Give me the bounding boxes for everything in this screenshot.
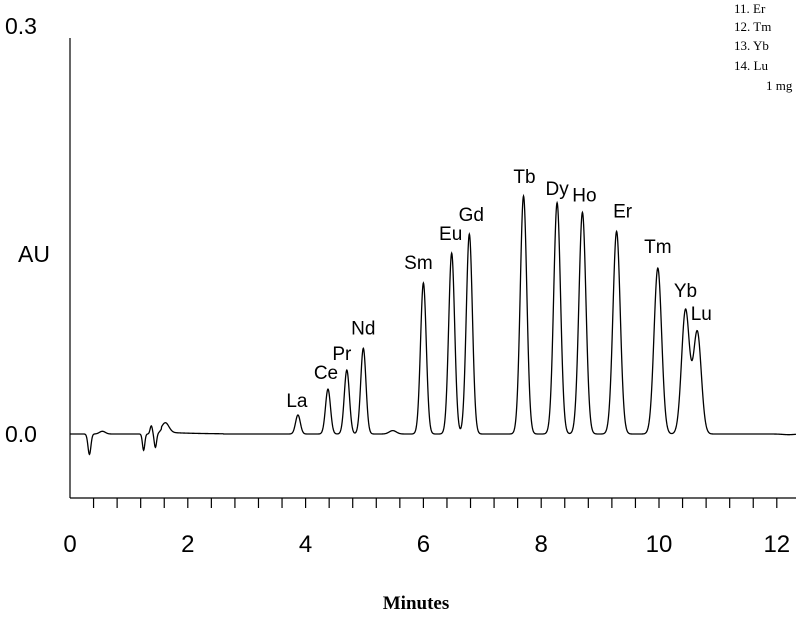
peak-label-sm: Sm xyxy=(404,253,433,274)
axes xyxy=(69,38,796,499)
peak-label-dy: Dy xyxy=(545,179,569,200)
chromatogram-trace xyxy=(70,193,796,456)
x-ticks: 0 2 4 6 8 10 12 xyxy=(63,498,790,558)
legend-entry: 13. Yb xyxy=(734,38,769,53)
peak-label-ho: Ho xyxy=(572,185,596,206)
legend-entry: 12. Tm xyxy=(734,19,771,34)
y-axis-label: AU xyxy=(18,241,50,267)
peak-label-lu: Lu xyxy=(691,304,712,325)
peak-label-pr: Pr xyxy=(332,344,352,365)
x-tick-label: 12 xyxy=(763,531,790,558)
peak-label-nd: Nd xyxy=(351,318,375,339)
peak-label-ce: Ce xyxy=(314,363,338,384)
peak-label-gd: Gd xyxy=(459,205,484,226)
x-tick-label: 2 xyxy=(181,531,194,558)
x-tick-label: 8 xyxy=(535,531,548,558)
peak-label-er: Er xyxy=(613,201,633,222)
peak-label-tm: Tm xyxy=(644,237,671,258)
legend-entry: 14. Lu xyxy=(734,58,768,73)
legend-entry: 1 mg xyxy=(766,78,793,93)
y-tick-label: 0.0 xyxy=(5,421,37,447)
y-tick-labels: 0.3 0.0 xyxy=(5,13,37,447)
x-axis-label: Minutes xyxy=(383,593,450,614)
x-tick-label: 4 xyxy=(299,531,312,558)
x-tick-label: 10 xyxy=(646,531,673,558)
peak-label-la: La xyxy=(286,391,308,412)
legend-entry: 11. Er xyxy=(734,1,766,16)
x-tick-label: 0 xyxy=(63,531,76,558)
x-tick-label: 6 xyxy=(417,531,430,558)
peak-label-eu: Eu xyxy=(439,224,462,245)
peak-label-yb: Yb xyxy=(674,281,697,302)
peak-legend: 11. Er 12. Tm 13. Yb 14. Lu 1 mg xyxy=(734,1,793,93)
peak-label-tb: Tb xyxy=(513,167,535,188)
y-tick-label: 0.3 xyxy=(5,13,37,39)
